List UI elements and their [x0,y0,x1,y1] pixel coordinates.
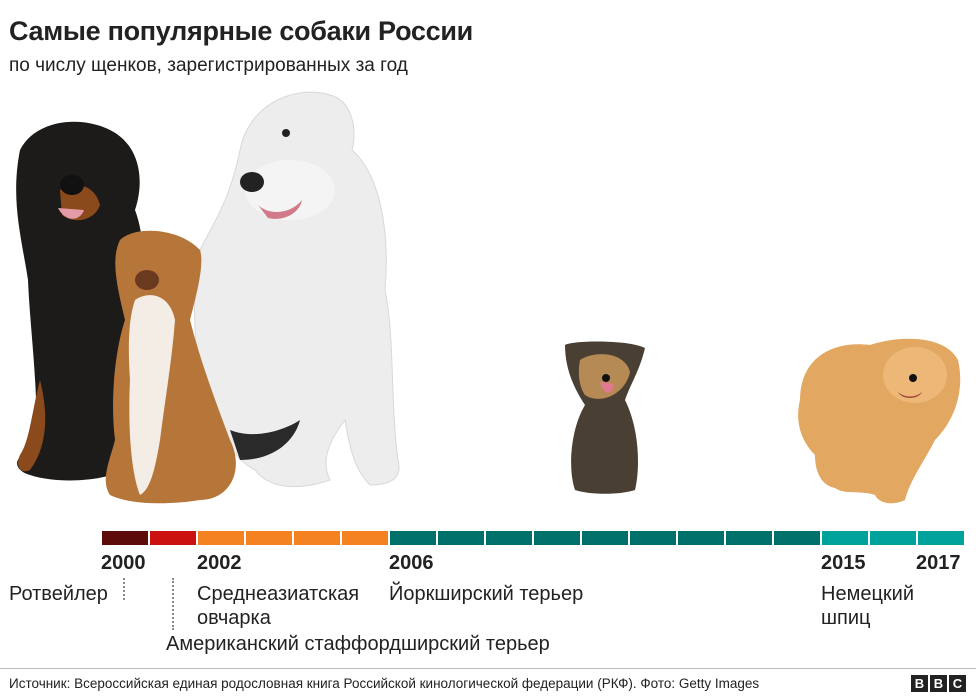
timeline-segment [726,531,772,545]
page-title: Самые популярные собаки России [9,16,473,46]
timeline-segment [150,531,196,545]
year-label-2002: 2002 [197,552,242,574]
timeline-bar [102,531,966,545]
timeline-segment [246,531,292,545]
breed-central-asian-line1: Среднеазиатская [197,583,360,605]
timeline-segment [822,531,868,545]
timeline-segment [294,531,340,545]
breed-yorkshire-terrier: Йоркширский терьер [389,583,584,605]
timeline-segment [678,531,724,545]
breed-german-spitz: Немецкий шпиц [821,582,914,630]
timeline-segment [342,531,388,545]
bbc-logo-b1: B [911,675,928,692]
timeline-segment [630,531,676,545]
timeline-segment [870,531,916,545]
breed-central-asian-shepherd: Среднеазиатская овчарка [197,582,359,630]
pomeranian-spitz-photo [798,338,961,504]
timeline-segment [198,531,244,545]
page-subtitle: по числу щенков, зарегистрированных за г… [9,55,408,76]
timeline-segment [774,531,820,545]
source-note: Источник: Всероссийская единая родословн… [9,676,760,691]
breed-spitz-line1: Немецкий [821,583,914,605]
footer-divider [0,668,976,669]
year-label-2015: 2015 [821,552,866,574]
bbc-logo-b2: B [930,675,947,692]
timeline-segment [582,531,628,545]
year-label-2000: 2000 [101,552,146,574]
dog-photos [16,91,961,504]
timeline-segment [534,531,580,545]
breed-spitz-line2: шпиц [821,607,871,629]
staffordshire-connector [172,578,174,630]
timeline-segment [486,531,532,545]
timeline-segment [390,531,436,545]
bbc-logo-c: C [949,675,966,692]
rottweiler-connector [123,578,125,600]
breed-rottweiler: Ротвейлер [9,583,108,605]
year-label-2017: 2017 [916,552,961,574]
timeline-segment [438,531,484,545]
breed-central-asian-line2: овчарка [197,607,271,629]
year-label-2006: 2006 [389,552,434,574]
yorkshire-terrier-photo [565,341,645,494]
breed-american-staffordshire: Американский стаффордширский терьер [166,633,550,655]
american-staffordshire-photo [105,230,300,504]
central-asian-shepherd-photo [194,91,400,488]
timeline-segment [918,531,964,545]
timeline-segment [102,531,148,545]
bbc-logo: B B C [909,675,966,692]
